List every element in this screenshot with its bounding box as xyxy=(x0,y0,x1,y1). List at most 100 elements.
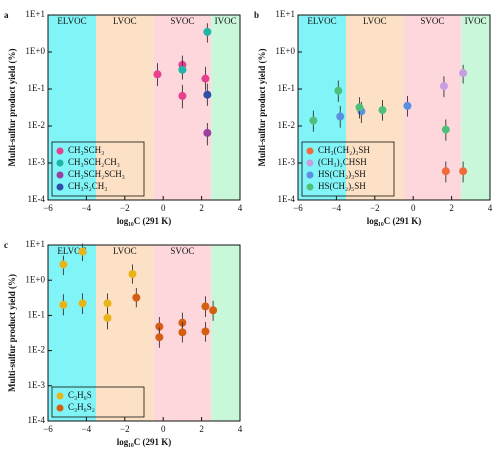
legend-marker xyxy=(56,404,64,412)
y-tick-label: 1E-1 xyxy=(28,309,46,319)
x-tick-label: −4 xyxy=(82,203,92,213)
data-point xyxy=(201,327,210,336)
legend-label: CH₃SCH₂CH₃ xyxy=(68,157,120,167)
region-label: SVOC xyxy=(170,16,194,26)
x-tick-label: −2 xyxy=(370,203,380,213)
data-point xyxy=(203,90,212,99)
panel-label: c xyxy=(4,240,8,250)
data-point xyxy=(201,74,210,83)
y-tick-label: 1E-2 xyxy=(278,120,296,130)
region-band xyxy=(211,245,240,421)
x-tick-label: 0 xyxy=(161,424,166,434)
panel-label: a xyxy=(4,10,9,20)
x-axis-label: log₁₀C (291 K) xyxy=(117,437,171,447)
data-point xyxy=(459,69,468,78)
legend-box xyxy=(51,141,145,197)
legend-marker xyxy=(306,183,314,191)
y-tick-label: 1E-2 xyxy=(28,345,46,355)
x-tick-label: 2 xyxy=(199,203,204,213)
data-point xyxy=(155,322,164,331)
data-point xyxy=(203,128,212,137)
data-point xyxy=(103,313,112,322)
y-tick-label: 1E+0 xyxy=(275,46,295,56)
legend-label: CH₃SCH₃ xyxy=(68,145,104,155)
data-point xyxy=(78,247,87,256)
region-label: SVOC xyxy=(170,246,194,256)
x-tick-label: 2 xyxy=(449,203,454,213)
data-point xyxy=(178,328,187,337)
x-tick-label: 4 xyxy=(488,203,493,213)
data-point xyxy=(334,86,343,95)
y-tick-label: 1E-4 xyxy=(28,415,46,425)
plot-frame xyxy=(47,14,241,201)
y-axis-label: Multi-sulfur product yield (%) xyxy=(257,49,267,167)
legend-marker xyxy=(56,392,64,400)
x-tick-label: −2 xyxy=(120,424,130,434)
x-tick-label: 0 xyxy=(161,203,166,213)
y-tick-label: 1E-3 xyxy=(28,157,46,167)
region-label: SVOC xyxy=(420,16,444,26)
plot-frame xyxy=(47,244,241,422)
y-tick-label: 1E-1 xyxy=(278,83,296,93)
legend-marker xyxy=(306,171,314,179)
data-point xyxy=(378,106,387,115)
data-point xyxy=(132,293,141,302)
region-label: ELVOC xyxy=(57,246,86,256)
data-point xyxy=(155,333,164,342)
data-point xyxy=(178,65,187,74)
data-point xyxy=(439,82,448,91)
data-point xyxy=(78,299,87,308)
legend-label: CH₃SCH₂SCH₃ xyxy=(68,169,125,179)
data-point xyxy=(336,112,345,121)
data-point xyxy=(153,70,162,79)
legend-marker xyxy=(56,147,64,155)
data-point xyxy=(178,91,187,100)
x-tick-label: −4 xyxy=(82,424,92,434)
x-axis-label: log₁₀C (291 K) xyxy=(367,216,421,226)
region-label: ELVOC xyxy=(57,16,86,26)
legend-label: CH₃S₂CH₃ xyxy=(68,181,107,191)
y-tick-label: 1E+1 xyxy=(25,9,45,19)
region-band xyxy=(211,15,240,200)
data-point xyxy=(103,299,112,308)
y-axis-label: Multi-sulfur product yield (%) xyxy=(7,274,17,392)
region-label: LVOC xyxy=(363,16,387,26)
data-point xyxy=(403,101,412,110)
legend-label: (CH₃)₂CHSH xyxy=(318,157,367,167)
y-tick-label: 1E-4 xyxy=(28,194,46,204)
legend-label: C₃H₆S xyxy=(68,390,92,400)
x-tick-label: 4 xyxy=(238,424,243,434)
x-axis-label: log₁₀C (291 K) xyxy=(117,216,171,226)
legend-label: C₃H₆S₂ xyxy=(68,402,95,412)
region-label: LVOC xyxy=(113,16,137,26)
panel: ELVOC LVOC SVOC −6 −4 −2 0 2 4 1E-4 1E-3 1E-2 1E-1 1E… xyxy=(4,239,243,447)
y-tick-label: 1E-1 xyxy=(28,83,46,93)
region-label: LVOC xyxy=(113,246,137,256)
legend-label: HS(CH₂)₃SH xyxy=(318,169,366,179)
data-point xyxy=(459,167,468,176)
y-tick-label: 1E-4 xyxy=(278,194,296,204)
x-tick-label: −6 xyxy=(293,203,303,213)
panel: ELVOC LVOC SVOC IVOC −6 −4 −2 0 2 4 1E-4 1E-3 1E-2 1E… xyxy=(254,9,493,226)
x-tick-label: 2 xyxy=(199,424,204,434)
data-point xyxy=(128,270,137,279)
y-tick-label: 1E+0 xyxy=(25,274,45,284)
y-tick-label: 1E+1 xyxy=(25,239,45,249)
data-point xyxy=(441,167,450,176)
x-tick-label: −4 xyxy=(332,203,342,213)
data-point xyxy=(309,116,318,125)
data-point xyxy=(209,306,218,315)
legend-label: HS(CH₂)₅SH xyxy=(318,181,366,191)
region-band xyxy=(298,15,346,200)
region-label: IVOC xyxy=(215,16,237,26)
legend-box xyxy=(51,386,145,418)
y-axis-label: Multi-sulfur product yield (%) xyxy=(7,49,17,167)
y-tick-label: 1E-2 xyxy=(28,120,46,130)
plot-frame xyxy=(297,14,491,201)
data-point xyxy=(203,27,212,36)
region-band xyxy=(48,15,96,200)
legend-marker xyxy=(56,171,64,179)
y-tick-label: 1E+0 xyxy=(25,46,45,56)
x-tick-label: −2 xyxy=(120,203,130,213)
